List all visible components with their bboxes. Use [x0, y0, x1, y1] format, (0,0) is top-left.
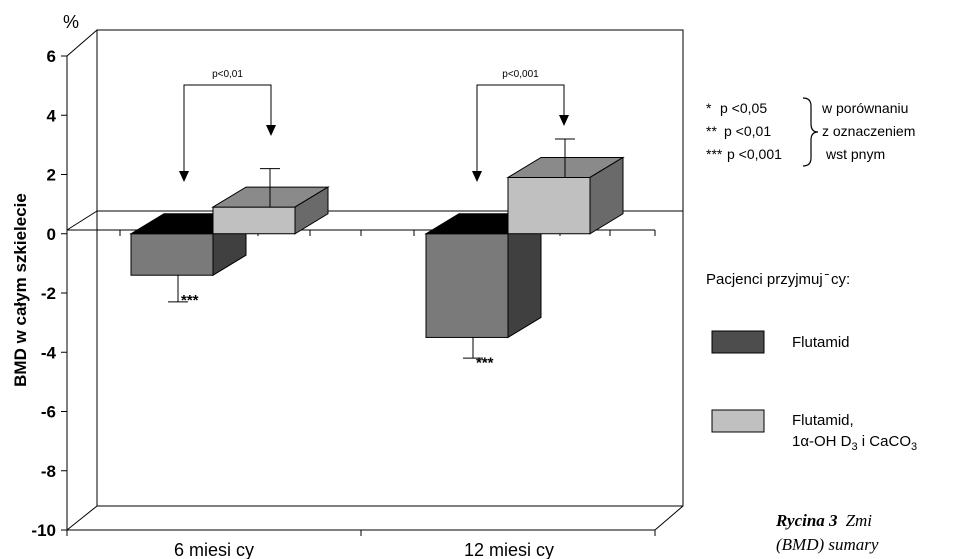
- significance-notes: * p <0,05 ** p <0,01 *** p <0,001 w poró…: [706, 97, 915, 167]
- y-tick-label: 2: [47, 166, 56, 185]
- note-text-3: p <0,001: [727, 146, 782, 162]
- axis-ticks: 6 4 2 0 -2 -4 -6 -8 -10 6 miesi cy 12 miesi cy: [31, 47, 656, 559]
- x-category-label: 6 miesi cy: [174, 540, 254, 559]
- comparison-p-label: p<0,01: [212, 69, 243, 80]
- y-axis-title: BMD w całym szkielecie: [11, 193, 30, 387]
- note-mark-3: ***: [706, 146, 723, 162]
- legend-label-flutamid: Flutamid: [792, 334, 850, 351]
- note-text-1: p <0,05: [720, 100, 767, 116]
- comparison-p-label: p<0,001: [502, 69, 539, 80]
- significance-stars: ***: [476, 354, 494, 371]
- bar-side: [589, 156, 624, 235]
- note-desc-2: z oznaczeniem: [822, 123, 915, 139]
- legend-swatch-flutamid: [711, 330, 765, 354]
- axis-depth-bottom: [66, 505, 98, 531]
- bar-side: [294, 186, 329, 235]
- y-tick-label: 0: [47, 225, 56, 244]
- y-tick-label: -2: [41, 284, 56, 303]
- legend-swatch-flutamid-d3: [711, 409, 765, 433]
- y-tick-label: -6: [41, 403, 56, 422]
- note-brace: [802, 97, 819, 167]
- figure-caption-line2: (BMD) sumary: [776, 535, 879, 554]
- y-tick-label: 6: [47, 47, 56, 66]
- bracket-arrow: [472, 171, 482, 182]
- bracket-arrow: [179, 171, 189, 182]
- zero-depth-line: [66, 210, 98, 231]
- legend-label-flutamid-d3-line2: 1α-OH D3 i CaCO3: [792, 433, 917, 453]
- note-mark-1: *: [706, 100, 712, 116]
- note-text-2: p <0,01: [724, 123, 771, 139]
- significance-stars: ***: [181, 292, 199, 309]
- comparison-bracket: [183, 84, 272, 172]
- bar-front: [130, 233, 214, 276]
- bar-front: [425, 233, 509, 338]
- note-desc-1: w porównaniu: [821, 100, 908, 116]
- bars-group: *** ***: [129, 138, 625, 371]
- y-tick-label: -8: [41, 462, 56, 481]
- unit-label: %: [63, 12, 79, 32]
- bar-front: [212, 206, 296, 235]
- figure-caption-line1: Rycina 3 Zmi: [775, 511, 872, 530]
- note-desc-3: wst pnym: [825, 146, 885, 162]
- y-tick-label: -4: [41, 343, 57, 362]
- axis-depth-top: [66, 29, 98, 57]
- x-category-label: 12 miesi cy: [464, 540, 554, 559]
- comparison-bracket: [476, 84, 565, 172]
- y-tick-label: -10: [31, 521, 56, 540]
- floor-depth-right: [654, 505, 684, 531]
- bracket-arrow: [266, 125, 276, 136]
- legend-label-flutamid-d3-line1: Flutamid,: [792, 412, 854, 429]
- bar-front: [507, 176, 591, 235]
- legend-title: Pacjenci przyjmuj ̄ cy:: [706, 271, 850, 288]
- comparison-brackets: p<0,01 p<0,001: [179, 69, 569, 182]
- y-tick-label: 4: [47, 106, 57, 125]
- note-mark-2: **: [706, 123, 717, 139]
- bracket-arrow: [559, 115, 569, 126]
- legend: Pacjenci przyjmuj ̄ cy: Flutamid Flutami…: [706, 271, 917, 453]
